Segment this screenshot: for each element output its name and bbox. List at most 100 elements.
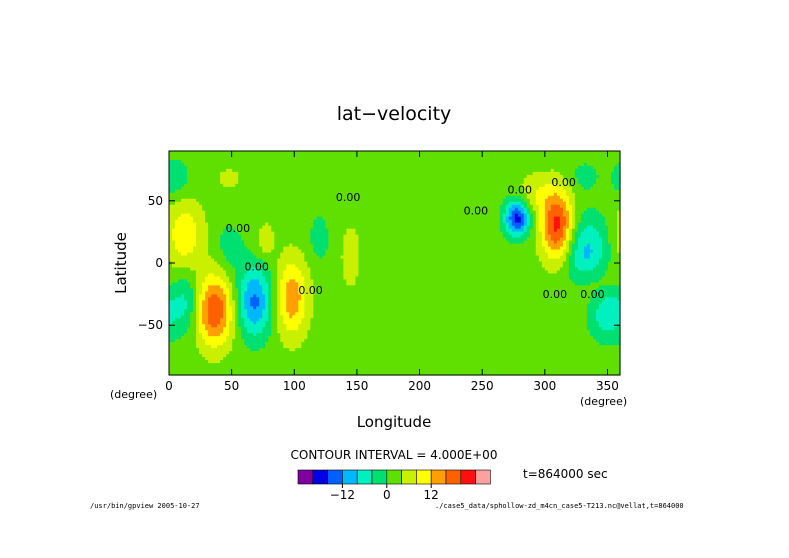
field-cell [586, 180, 591, 185]
field-cell [388, 174, 393, 179]
field-cell [334, 207, 338, 212]
field-cell [460, 162, 465, 167]
field-cell [298, 216, 302, 221]
field-cell [571, 219, 576, 224]
field-cell [274, 189, 278, 194]
field-cell [484, 180, 489, 185]
field-cell [523, 207, 528, 212]
field-cell [487, 165, 492, 170]
field-cell [241, 219, 245, 224]
field-cell [211, 201, 215, 206]
field-cell [337, 168, 341, 173]
field-cell [235, 210, 239, 215]
field-cell [376, 151, 381, 155]
field-cell [562, 216, 567, 221]
field-cell [520, 195, 525, 200]
field-cell [517, 168, 522, 173]
field-cell [358, 165, 363, 170]
field-cell [604, 162, 609, 167]
field-cell [607, 195, 612, 200]
field-cell [223, 174, 227, 179]
field-cell [217, 174, 221, 179]
field-cell [205, 192, 209, 197]
field-cell [178, 186, 182, 191]
field-cell [283, 222, 287, 227]
field-cell [583, 213, 588, 218]
field-cell [232, 180, 236, 185]
field-cell [493, 156, 498, 161]
field-cell [193, 210, 197, 215]
field-cell [319, 222, 323, 227]
field-cell [409, 151, 414, 155]
field-cell [442, 177, 447, 182]
field-cell [370, 151, 375, 155]
field-cell [343, 189, 347, 194]
field-cell [412, 165, 417, 170]
field-cell [403, 186, 408, 191]
field-cell [598, 168, 603, 173]
field-cell [370, 201, 375, 206]
field-cell [349, 171, 354, 176]
field-cell [412, 183, 417, 188]
field-cell [187, 189, 191, 194]
field-cell [238, 162, 242, 167]
field-cell [517, 151, 522, 155]
field-cell [475, 174, 480, 179]
field-cell [247, 183, 251, 188]
field-cell [235, 222, 239, 227]
field-cell [523, 189, 528, 194]
field-cell [469, 186, 474, 191]
field-cell [328, 153, 332, 158]
field-cell [529, 207, 534, 212]
field-cell [454, 219, 459, 224]
field-cell [394, 204, 399, 209]
field-cell [469, 195, 474, 200]
field-cell [532, 162, 537, 167]
field-cell [382, 222, 387, 227]
field-cell [172, 207, 176, 212]
field-cell [364, 183, 369, 188]
field-cell [517, 210, 522, 215]
field-cell [289, 153, 293, 158]
field-cell [262, 189, 266, 194]
field-cell [250, 222, 254, 227]
field-cell [190, 207, 194, 212]
field-cell [412, 180, 417, 185]
field-cell [517, 183, 522, 188]
field-cell [364, 216, 369, 221]
field-cell [394, 162, 399, 167]
field-cell [358, 186, 363, 191]
field-cell [529, 180, 534, 185]
field-cell [382, 207, 387, 212]
field-cell [556, 219, 561, 224]
field-cell [442, 198, 447, 203]
field-cell [172, 192, 176, 197]
field-cell [391, 186, 396, 191]
field-cell [541, 213, 546, 218]
field-cell [370, 222, 375, 227]
field-cell [208, 165, 212, 170]
field-cell [196, 183, 200, 188]
field-cell [460, 174, 465, 179]
field-cell [298, 171, 302, 176]
field-cell [559, 174, 564, 179]
field-cell [313, 210, 317, 215]
field-cell [358, 204, 363, 209]
field-cell [499, 210, 504, 215]
field-cell [226, 151, 230, 155]
field-cell [346, 180, 350, 185]
field-cell [274, 216, 278, 221]
field-cell [499, 195, 504, 200]
field-cell [580, 156, 585, 161]
field-cell [484, 177, 489, 182]
field-cell [190, 159, 194, 164]
field-cell [433, 204, 438, 209]
field-cell [604, 192, 609, 197]
field-cell [616, 165, 621, 170]
field-cell [205, 162, 209, 167]
field-cell [172, 153, 176, 158]
field-cell [454, 207, 459, 212]
field-cell [544, 156, 549, 161]
field-cell [346, 222, 350, 227]
field-cell [460, 177, 465, 182]
